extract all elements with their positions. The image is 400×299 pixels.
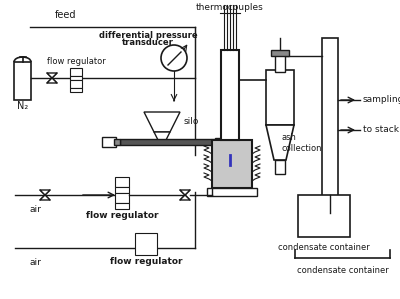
Bar: [114, 139, 120, 145]
Polygon shape: [47, 78, 57, 83]
Bar: [14, 62, 31, 100]
Bar: [275, 160, 285, 174]
Polygon shape: [154, 132, 170, 142]
Polygon shape: [47, 73, 57, 78]
Polygon shape: [144, 112, 180, 132]
Bar: [115, 187, 129, 193]
Bar: [115, 203, 129, 209]
Text: air: air: [29, 258, 41, 267]
Polygon shape: [180, 195, 190, 200]
Bar: [70, 76, 82, 80]
Text: feed: feed: [55, 10, 76, 20]
Text: N₂: N₂: [17, 101, 28, 111]
Bar: [115, 177, 129, 187]
Bar: [115, 193, 129, 203]
Text: ash
collection: ash collection: [282, 133, 322, 153]
Circle shape: [161, 45, 187, 71]
Text: flow regulator: flow regulator: [110, 257, 182, 266]
Bar: [120, 139, 215, 145]
Bar: [322, 38, 338, 213]
Bar: [70, 88, 82, 92]
Text: to stack: to stack: [363, 126, 399, 135]
Bar: [271, 50, 289, 56]
Text: silo: silo: [184, 118, 199, 126]
Text: sampling: sampling: [363, 95, 400, 104]
Text: flow regulator: flow regulator: [47, 57, 105, 66]
Bar: [298, 195, 350, 237]
Text: differential pressure: differential pressure: [99, 31, 197, 40]
Polygon shape: [180, 190, 190, 195]
Bar: [70, 68, 82, 76]
Bar: [102, 137, 116, 147]
Bar: [275, 52, 285, 72]
Text: flow regulator: flow regulator: [86, 210, 158, 219]
Text: air: air: [29, 205, 41, 214]
Polygon shape: [40, 190, 50, 195]
Bar: [221, 50, 239, 140]
Text: condensate container: condensate container: [297, 266, 388, 275]
Bar: [266, 70, 294, 125]
Bar: [207, 188, 257, 196]
Polygon shape: [40, 195, 50, 200]
Text: transducer: transducer: [122, 38, 174, 47]
Bar: [215, 138, 223, 146]
Bar: [70, 80, 82, 88]
Bar: [135, 233, 157, 255]
Polygon shape: [266, 125, 294, 160]
Text: thermocouples: thermocouples: [196, 4, 264, 13]
Text: condensate container: condensate container: [278, 243, 370, 252]
Bar: [212, 140, 252, 188]
